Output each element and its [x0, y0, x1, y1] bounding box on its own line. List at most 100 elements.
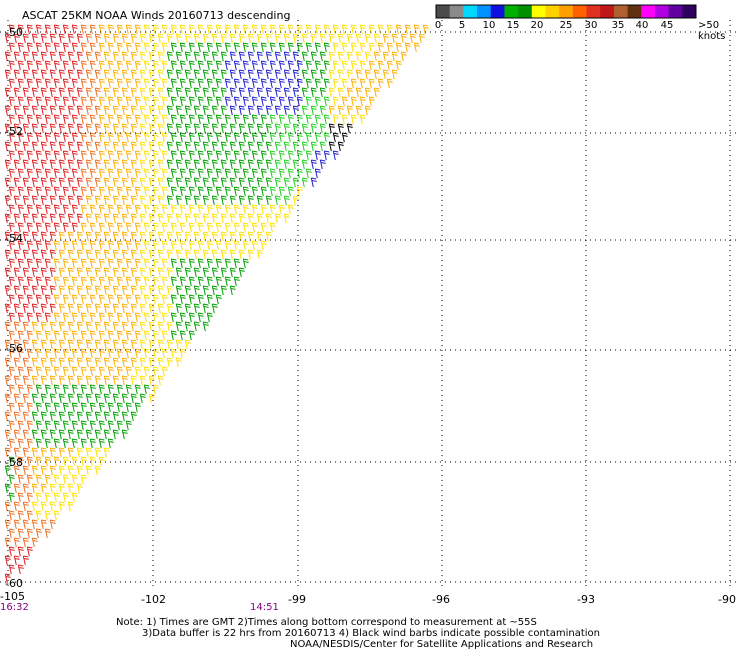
wind-barb — [89, 78, 96, 89]
wind-barb — [346, 105, 353, 116]
colorbar-swatch — [531, 5, 546, 18]
wind-barb — [76, 249, 83, 260]
wind-barb — [22, 447, 29, 458]
wind-barb — [62, 474, 69, 485]
wind-barb — [350, 114, 357, 125]
wind-barb — [314, 60, 321, 71]
wind-barb — [274, 87, 281, 98]
wind-barb — [220, 285, 227, 296]
wind-barb — [170, 186, 177, 197]
wind-barb — [265, 213, 272, 224]
wind-barb — [211, 249, 218, 260]
wind-barb — [134, 330, 141, 341]
map-title: ASCAT 25KM NOAA Winds 20160713 descendin… — [22, 9, 291, 22]
wind-barb — [44, 240, 51, 251]
wind-barb — [319, 33, 326, 44]
wind-barb — [166, 231, 173, 242]
wind-barb — [80, 276, 87, 287]
wind-barb — [134, 42, 141, 53]
wind-barb — [139, 141, 146, 152]
wind-barb — [26, 420, 33, 431]
wind-barb — [13, 87, 20, 98]
wind-barb — [80, 294, 87, 305]
wind-barb — [175, 51, 182, 62]
wind-barb — [350, 78, 357, 89]
wind-barb — [278, 78, 285, 89]
wind-barb — [98, 402, 105, 413]
wind-barb — [265, 159, 272, 170]
wind-barb — [13, 357, 20, 368]
wind-barb — [422, 24, 429, 35]
wind-barb — [220, 159, 227, 170]
wind-barb — [121, 69, 128, 80]
wind-barb — [17, 402, 24, 413]
wind-barb — [382, 69, 389, 80]
wind-barb — [166, 195, 173, 206]
wind-barb — [355, 69, 362, 80]
wind-barb — [116, 114, 123, 125]
wind-barb — [314, 42, 321, 53]
wind-barb — [170, 276, 177, 287]
wind-barb — [215, 114, 222, 125]
wind-barb — [247, 105, 254, 116]
wind-barb — [287, 78, 294, 89]
wind-barb — [341, 78, 348, 89]
wind-barb — [377, 42, 384, 53]
wind-barb — [139, 33, 146, 44]
wind-barb — [94, 447, 101, 458]
wind-barb — [229, 51, 236, 62]
wind-barb — [76, 213, 83, 224]
wind-barb — [80, 222, 87, 233]
wind-barb — [157, 231, 164, 242]
wind-barb — [274, 33, 281, 44]
wind-barb — [274, 177, 281, 188]
wind-barb — [53, 438, 60, 449]
wind-barb — [152, 384, 159, 395]
wind-barb — [301, 177, 308, 188]
wind-barb — [143, 258, 150, 269]
wind-barb — [197, 222, 204, 233]
wind-barb — [80, 438, 87, 449]
wind-barb — [62, 114, 69, 125]
wind-barb — [67, 123, 74, 134]
wind-barb — [341, 132, 348, 143]
wind-barb — [35, 474, 42, 485]
colorbar-tick: 35 — [611, 20, 625, 31]
wind-barb — [152, 150, 159, 161]
wind-barb — [26, 114, 33, 125]
wind-barb — [161, 78, 168, 89]
wind-barb — [26, 276, 33, 287]
wind-barb — [215, 132, 222, 143]
wind-barb — [22, 357, 29, 368]
wind-barb — [206, 96, 213, 107]
wind-barb — [152, 168, 159, 179]
wind-barb — [98, 150, 105, 161]
wind-barb — [67, 483, 74, 494]
wind-barb — [206, 78, 213, 89]
wind-barb — [17, 78, 24, 89]
wind-barb — [103, 195, 110, 206]
wind-barb — [134, 60, 141, 71]
wind-barb — [134, 114, 141, 125]
wind-barb — [98, 78, 105, 89]
wind-barb — [53, 150, 60, 161]
wind-barb — [251, 204, 258, 215]
wind-barb — [62, 60, 69, 71]
wind-barb — [49, 321, 56, 332]
wind-barb — [301, 51, 308, 62]
wind-barb — [22, 303, 29, 314]
wind-barb — [67, 285, 74, 296]
wind-barb — [224, 132, 231, 143]
colorbar-tick: 30 — [584, 20, 598, 31]
wind-barb — [31, 429, 38, 440]
wind-barb — [125, 168, 132, 179]
wind-barb — [13, 177, 20, 188]
wind-barb — [229, 159, 236, 170]
wind-barb — [161, 204, 168, 215]
wind-barb — [8, 420, 15, 431]
wind-barb — [242, 24, 249, 35]
wind-barb — [4, 105, 11, 116]
wind-barb — [202, 105, 209, 116]
wind-barb — [355, 51, 362, 62]
wind-barb — [53, 114, 60, 125]
